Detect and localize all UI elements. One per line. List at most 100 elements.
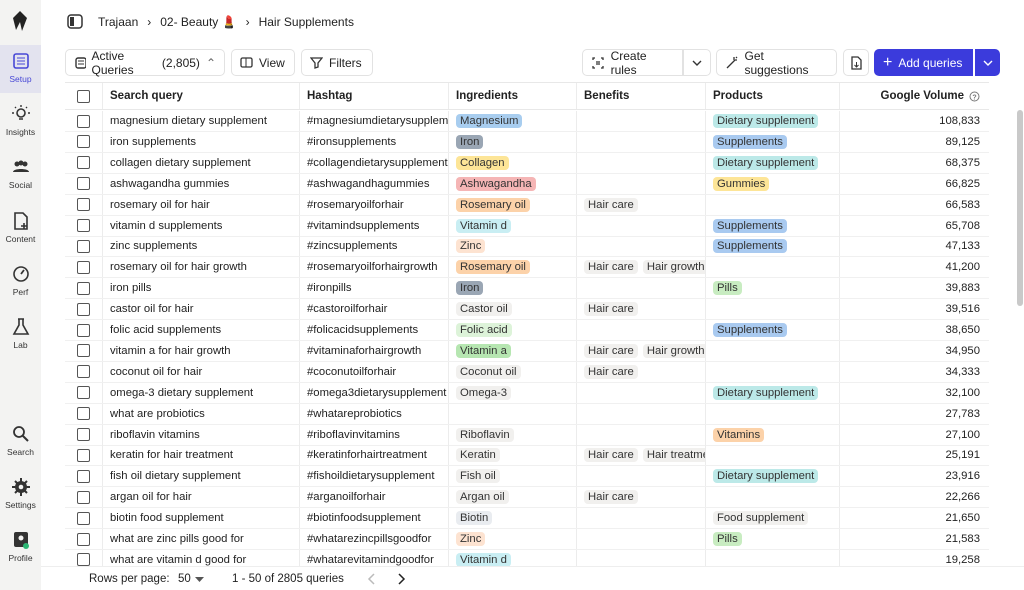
checkbox[interactable] (77, 365, 90, 379)
checkbox[interactable] (77, 198, 90, 212)
nav-item[interactable]: Search (0, 418, 41, 466)
benefits-cell (577, 549, 706, 566)
column-header[interactable]: Products (706, 83, 840, 109)
nav-item[interactable]: Perf (0, 258, 41, 306)
checkbox[interactable] (77, 407, 90, 421)
checkbox[interactable] (77, 239, 90, 253)
checkbox[interactable] (77, 428, 90, 441)
get-suggestions-button[interactable]: Get suggestions (716, 49, 837, 77)
create-rules-button[interactable]: Create rules (582, 49, 683, 77)
add-queries-button[interactable]: + Add queries (874, 49, 973, 76)
row-checkbox[interactable] (65, 508, 103, 529)
nav-item[interactable]: Lab (0, 311, 41, 359)
checkbox[interactable] (77, 281, 90, 295)
row-checkbox[interactable] (65, 529, 103, 549)
row-checkbox[interactable] (65, 361, 103, 382)
row-checkbox[interactable] (65, 299, 103, 320)
nav-item[interactable]: Profile (0, 524, 41, 572)
row-checkbox[interactable] (65, 83, 103, 109)
checkbox[interactable] (77, 135, 90, 149)
query-cell: what are vitamin d good for (103, 549, 300, 566)
benefit-tag: Hair growth (642, 260, 705, 275)
nav-item[interactable]: Content (0, 205, 41, 253)
row-checkbox[interactable] (65, 340, 103, 361)
nav-item[interactable]: Insights (0, 98, 41, 146)
ingredient-tag: Ashwagandha (456, 176, 536, 191)
query-cell: castor oil for hair (103, 299, 300, 320)
nav-item[interactable]: Social (0, 151, 41, 199)
checkbox[interactable] (77, 219, 90, 232)
product-tag: Dietary supplement (713, 114, 819, 128)
column-header[interactable]: Search query (103, 83, 300, 109)
nav-item[interactable]: Setup (0, 45, 41, 93)
benefit-tag: Hair care (584, 448, 638, 463)
row-checkbox[interactable] (65, 382, 103, 403)
ingredients-cell: Argan oil (449, 487, 577, 508)
row-checkbox[interactable] (65, 320, 103, 340)
hashtag-cell: #omega3dietarysupplement (300, 382, 449, 403)
checkbox[interactable] (77, 490, 90, 504)
breadcrumb-item[interactable]: 02- Beauty 💄 (160, 15, 237, 29)
next-page[interactable] (396, 572, 406, 586)
checkbox[interactable] (77, 511, 90, 525)
column-header[interactable]: Ingredients (449, 83, 577, 109)
checkbox[interactable] (77, 344, 90, 358)
checkbox[interactable] (77, 553, 90, 566)
checkbox[interactable] (77, 448, 90, 462)
page-size-select[interactable]: 50 (178, 573, 191, 585)
query-cell: omega-3 dietary supplement (103, 382, 300, 403)
row-checkbox[interactable] (65, 236, 103, 257)
row-checkbox[interactable] (65, 257, 103, 278)
sidebar-toggle[interactable] (66, 13, 84, 31)
nav-label: Profile (8, 553, 33, 563)
checkbox[interactable] (77, 114, 90, 128)
queries-table: Search query Hashtag Ingredients Benefits Pr… (65, 82, 989, 566)
product-tag: Supplements (713, 134, 787, 149)
benefits-cell (577, 111, 706, 131)
checkbox[interactable] (77, 302, 90, 316)
row-checkbox[interactable] (65, 173, 103, 194)
export-button[interactable] (843, 49, 869, 76)
query-text: argan oil for hair (110, 491, 192, 504)
breadcrumb-item[interactable]: Hair Supplements (258, 15, 354, 29)
row-checkbox[interactable] (65, 403, 103, 424)
checkbox[interactable] (77, 89, 90, 103)
checkbox[interactable] (77, 260, 90, 274)
row-checkbox[interactable] (65, 152, 103, 173)
column-header[interactable]: Benefits (577, 83, 706, 109)
row-checkbox[interactable] (65, 131, 103, 152)
active-queries-select[interactable]: Active Queries (2,805) ⌃ (65, 49, 225, 77)
breadcrumb-item[interactable]: Trajaan (98, 15, 139, 29)
filters-button[interactable]: Filters (301, 49, 373, 76)
benefit-tag: Hair care (584, 490, 638, 505)
checkbox[interactable] (77, 386, 90, 400)
checkbox[interactable] (77, 156, 90, 170)
prev-page[interactable] (367, 572, 377, 586)
checkbox[interactable] (77, 532, 90, 546)
checkbox[interactable] (77, 469, 90, 483)
column-header-label: Hashtag (307, 90, 353, 102)
column-header[interactable]: Hashtag (300, 83, 449, 109)
row-checkbox[interactable] (65, 278, 103, 299)
hashtag-text: #magnesiumdietarysupplement (307, 115, 449, 127)
row-checkbox[interactable] (65, 194, 103, 215)
row-checkbox[interactable] (65, 424, 103, 445)
row-checkbox[interactable] (65, 487, 103, 508)
checkbox[interactable] (77, 323, 90, 337)
scrollbar[interactable] (1017, 110, 1023, 306)
products-cell: Dietary supplement (706, 466, 840, 487)
query-cell: what are probiotics (103, 403, 300, 424)
nav-item[interactable]: Settings (0, 471, 41, 519)
create-rules-dropdown[interactable] (683, 49, 711, 76)
row-checkbox[interactable] (65, 111, 103, 131)
view-button[interactable]: View (231, 49, 295, 76)
hashtag-cell: #ironsupplements (300, 131, 449, 152)
row-checkbox[interactable] (65, 549, 103, 566)
add-queries-dropdown[interactable] (975, 49, 1000, 76)
row-checkbox[interactable] (65, 215, 103, 236)
row-checkbox[interactable] (65, 466, 103, 487)
checkbox[interactable] (77, 177, 90, 191)
product-tag: Supplements (713, 239, 787, 254)
row-checkbox[interactable] (65, 445, 103, 466)
column-header[interactable]: Google Volume? (840, 83, 989, 109)
